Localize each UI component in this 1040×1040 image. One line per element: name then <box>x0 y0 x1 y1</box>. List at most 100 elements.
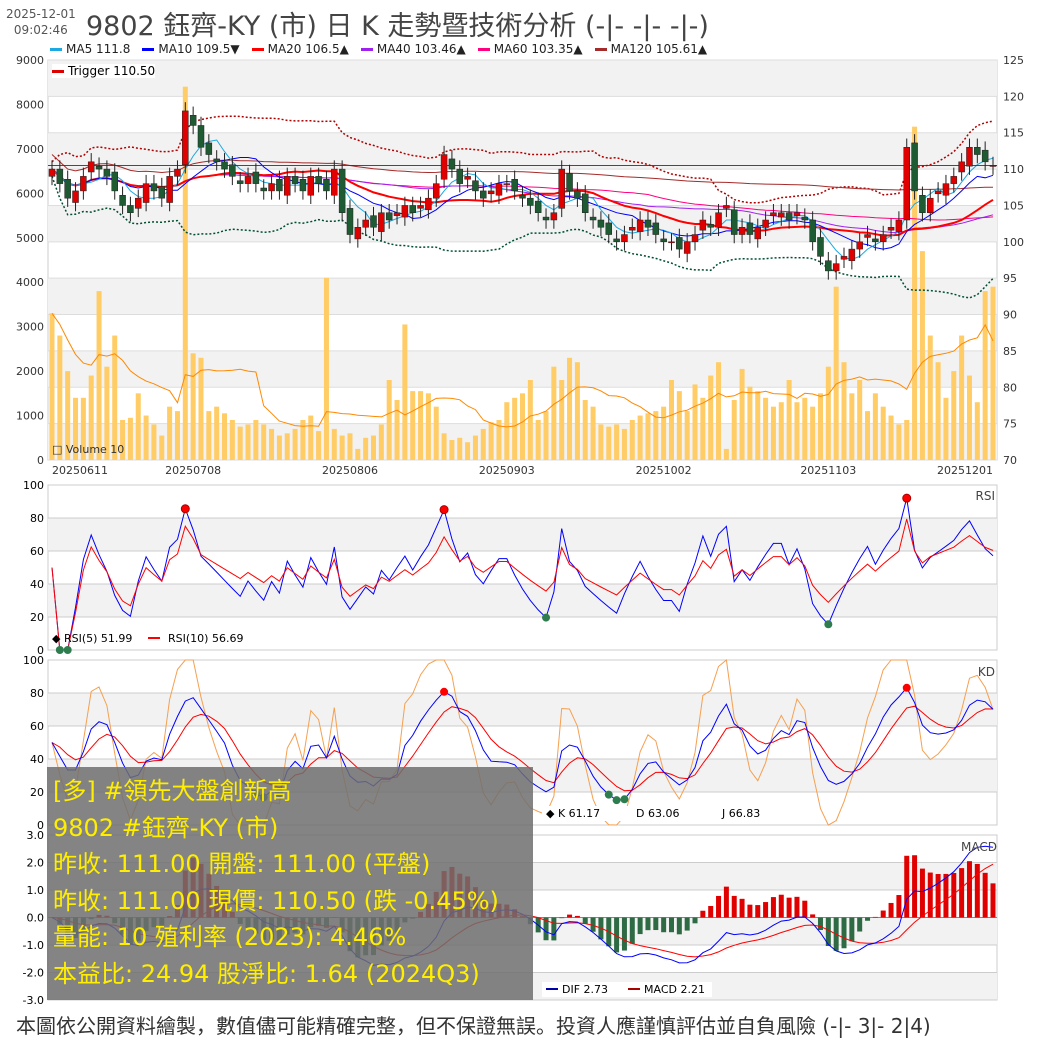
volume-bar <box>88 375 94 460</box>
macd-histogram-bar <box>982 872 988 918</box>
volume-bar <box>825 366 831 460</box>
volume-bar <box>810 406 816 460</box>
chart-title: 9802 鈺齊-KY (市) 日 K 走勢暨技術分析 (-|- -|- -|-) <box>86 11 709 42</box>
candle-body <box>966 147 973 167</box>
volume-bar <box>755 391 761 460</box>
volume-bar <box>559 380 565 460</box>
candle-body <box>268 183 275 192</box>
candle-body <box>778 212 785 218</box>
volume-bar <box>441 433 447 460</box>
macd-histogram-bar <box>841 917 847 949</box>
rsi-tick: 40 <box>30 578 44 591</box>
volume-bar <box>174 411 180 460</box>
ma-legend: MA5 111.8 MA10 109.5▼ MA20 106.5▲ MA40 103.… <box>50 42 707 56</box>
candle-body <box>331 168 338 196</box>
grid-band <box>48 60 997 97</box>
legend-label: MA60 103.35▲ <box>493 42 583 56</box>
candle-body <box>456 168 464 184</box>
volume-ma-line <box>51 313 994 428</box>
volume-bar <box>57 335 63 460</box>
macd-histogram-bar <box>919 868 925 918</box>
volume-bar <box>269 428 275 460</box>
candle-body <box>942 183 950 196</box>
volume-tick: 3000 <box>16 321 44 334</box>
kd-oversold-dot <box>604 790 613 799</box>
macd-legend: MACD 2.21 <box>644 983 705 996</box>
macd-histogram-bar <box>637 917 643 935</box>
volume-bar <box>990 286 996 460</box>
candle-body <box>683 241 691 254</box>
macd-legend-bg <box>542 982 712 997</box>
candle-body <box>660 238 667 243</box>
macd-histogram-bar <box>912 855 918 918</box>
volume-bar <box>567 357 573 460</box>
rsi-oversold-dot <box>55 646 64 654</box>
legend-item: MA60 103.35▲ <box>477 42 583 56</box>
volume-bar <box>190 353 196 460</box>
time: 09:02:46 <box>13 23 68 37</box>
candle-body <box>652 222 660 235</box>
d-line <box>51 705 994 792</box>
volume-bar <box>645 413 651 460</box>
grid-band <box>48 693 997 726</box>
volume-bar <box>919 251 925 460</box>
legend-swatch <box>360 47 373 51</box>
candle-body <box>119 195 126 206</box>
legend-label: MA120 105.61▲ <box>610 42 708 56</box>
candle-body <box>581 193 589 213</box>
candle-body <box>503 183 511 185</box>
volume-bar <box>614 424 620 460</box>
macd-histogram-bar <box>825 917 831 947</box>
volume-bar <box>245 424 251 460</box>
volume-bar <box>465 442 471 460</box>
macd-histogram-bar <box>857 917 863 932</box>
candle-body <box>378 212 385 232</box>
volume-bar <box>363 437 369 460</box>
volume-bar <box>276 435 282 460</box>
volume-bar <box>629 420 635 460</box>
macd-histogram-bar <box>551 917 557 941</box>
volume-bar <box>959 335 965 460</box>
volume-bar <box>472 435 478 460</box>
candle-body <box>150 183 158 192</box>
volume-tick: 1000 <box>16 410 44 423</box>
candle-body <box>981 149 989 163</box>
candle-body <box>879 234 887 243</box>
volume-bar <box>849 393 855 460</box>
candle-body <box>754 227 761 240</box>
candle-body <box>848 248 856 261</box>
candle-body <box>762 219 769 228</box>
legend-item: MA40 103.46▲ <box>360 42 466 56</box>
candle-body <box>825 260 832 272</box>
volume-bar <box>261 424 267 460</box>
volume-bar <box>331 428 337 460</box>
macd-tick: -3.0 <box>23 994 44 1007</box>
macd-histogram-bar <box>927 872 933 918</box>
candle-body <box>864 234 871 238</box>
candle-body <box>785 212 793 221</box>
volume-bar <box>833 286 839 460</box>
kd-tick: 100 <box>23 654 44 667</box>
volume-bar <box>692 384 698 460</box>
yield-text: 量能: 10 殖利率 (2023): 4.46% <box>53 923 407 951</box>
volume-bar <box>347 433 353 460</box>
macd-histogram-bar <box>700 910 706 918</box>
volume-tick: 8000 <box>16 98 44 111</box>
volume-bar <box>112 335 118 460</box>
rsi-overbought-dot <box>902 493 912 503</box>
candle-body <box>127 205 134 213</box>
macd-histogram-bar <box>567 914 573 918</box>
rsi-overbought-dot <box>180 504 190 514</box>
dif-legend: DIF 2.73 <box>562 983 608 996</box>
volume-bar <box>661 406 667 460</box>
candle-body <box>730 209 738 235</box>
macd-histogram-bar <box>590 917 596 932</box>
macd-tick: 2.0 <box>27 857 45 870</box>
macd-histogram-bar <box>794 896 800 918</box>
candle-body <box>597 219 605 228</box>
signal-text: [多] #領先大盤創新高 <box>53 777 292 805</box>
volume-bar <box>292 428 298 460</box>
volume-bar <box>49 313 55 460</box>
macd-label: MACD <box>961 840 997 854</box>
macd-histogram-bar <box>684 917 690 931</box>
